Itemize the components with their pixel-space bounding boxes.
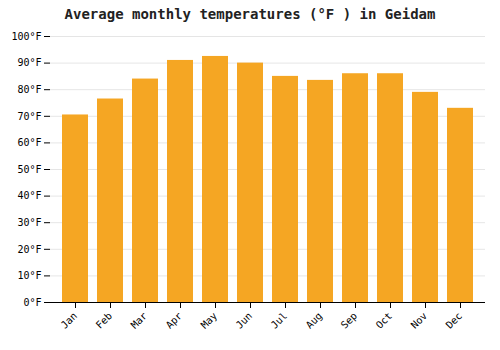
svg-text:Aug: Aug: [304, 310, 325, 331]
svg-text:Mar: Mar: [129, 310, 150, 331]
svg-text:90°F: 90°F: [17, 57, 41, 68]
svg-text:Jul: Jul: [269, 310, 290, 331]
svg-text:0°F: 0°F: [23, 297, 41, 308]
svg-text:May: May: [199, 310, 220, 331]
svg-text:60°F: 60°F: [17, 137, 41, 148]
svg-text:40°F: 40°F: [17, 190, 41, 201]
html-text:Average monthly temperatures (: Average monthly temperatures (°F ) in Ge…: [64, 6, 436, 22]
svg-text:100°F: 100°F: [11, 31, 41, 42]
svg-text:80°F: 80°F: [17, 84, 41, 95]
svg-text:Feb: Feb: [94, 310, 115, 331]
svg-text:Jan: Jan: [59, 310, 80, 331]
svg-text:10°F: 10°F: [17, 270, 41, 281]
svg-text:Oct: Oct: [374, 310, 395, 331]
svg-text:Apr: Apr: [164, 310, 185, 331]
svg-text:Nov: Nov: [409, 310, 430, 331]
svg-text:50°F: 50°F: [17, 164, 41, 175]
svg-text:20°F: 20°F: [17, 244, 41, 255]
svg-text:Jun: Jun: [234, 310, 255, 331]
svg-text:Sep: Sep: [339, 310, 360, 331]
svg-text:30°F: 30°F: [17, 217, 41, 228]
svg-text:Dec: Dec: [444, 310, 465, 331]
svg-text:70°F: 70°F: [17, 111, 41, 122]
